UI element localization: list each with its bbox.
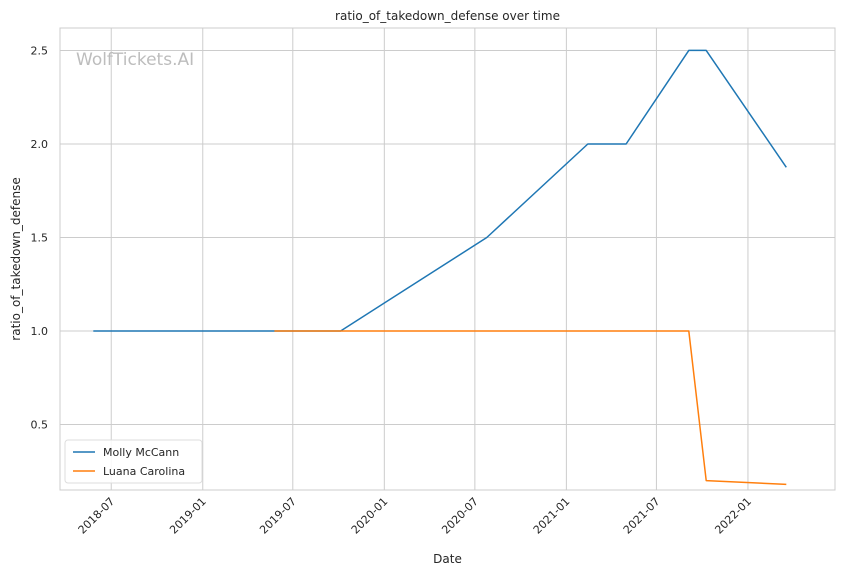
chart-title: ratio_of_takedown_defense over time	[335, 9, 560, 23]
legend-label: Luana Carolina	[103, 465, 185, 478]
legend-label: Molly McCann	[103, 446, 179, 459]
series-line-1	[274, 330, 787, 486]
legend-box	[64, 439, 203, 484]
y-tick-label: 0.5	[31, 419, 49, 432]
legend: Molly McCann Luana Carolina	[64, 439, 203, 484]
series-layer	[93, 49, 787, 486]
y-axis-label: ratio_of_takedown_defense	[9, 177, 23, 340]
y-tick-labels: 0.5 1.0 1.5 2.0 2.5	[31, 44, 49, 431]
plot-frame	[59, 27, 836, 491]
x-axis-label: Date	[433, 552, 462, 566]
y-tick-label: 1.5	[31, 231, 49, 244]
y-tick-label: 1.0	[31, 325, 49, 338]
y-tick-label: 2.5	[31, 44, 49, 57]
watermark-text: WolfTickets.AI	[76, 50, 194, 70]
series-line-0	[93, 49, 787, 332]
y-tick-label: 2.0	[31, 138, 49, 151]
